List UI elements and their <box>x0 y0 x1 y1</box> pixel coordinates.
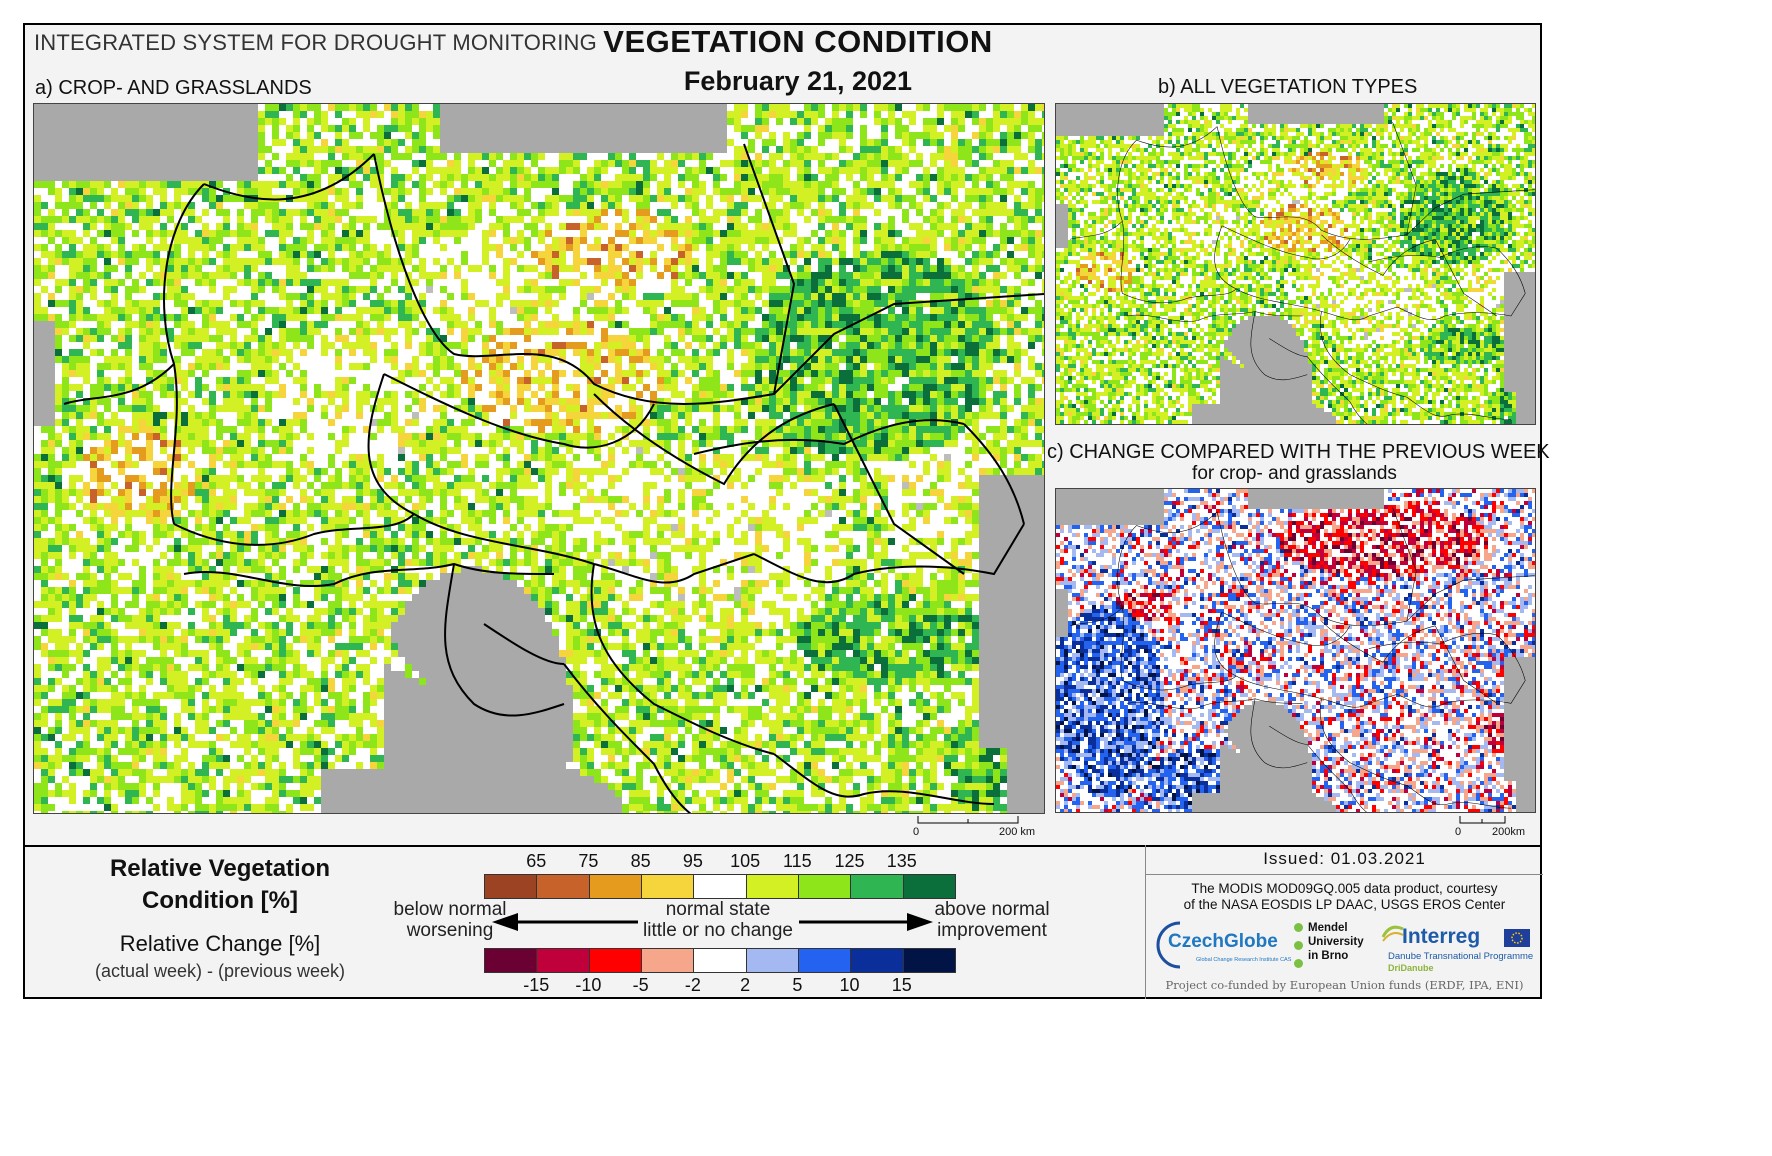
rvc-tick-label: 85 <box>621 851 661 872</box>
rvc-tick-label: 105 <box>725 851 765 872</box>
normal-state-label: normal state little or no change <box>620 899 816 941</box>
rvc-tick-label: 135 <box>882 851 922 872</box>
rc-tick-label: 15 <box>882 975 922 996</box>
rvcBar-segment <box>485 875 538 898</box>
rc-tick-label: 5 <box>777 975 817 996</box>
rvc-tick-label: 115 <box>777 851 817 872</box>
rcBar-segment <box>589 949 642 972</box>
funding-note: Project co-funded by European Union fund… <box>1146 978 1543 992</box>
rvc-tick-label: 75 <box>568 851 608 872</box>
rc-subtitle: (actual week) - (previous week) <box>60 961 380 982</box>
rcBar-segment <box>641 949 695 972</box>
rvcBar-segment <box>903 875 955 898</box>
rc-tick-label: -2 <box>673 975 713 996</box>
rc-tick-label: -10 <box>568 975 608 996</box>
panel-a-map <box>33 103 1045 814</box>
panel-c-label: c) CHANGE COMPARED WITH THE PREVIOUS WEE… <box>1047 441 1550 464</box>
rvc-tick-label: 125 <box>830 851 870 872</box>
panel-b-label: b) ALL VEGETATION TYPES <box>1158 76 1417 99</box>
rc-colorbar <box>484 948 956 973</box>
rvcBar-segment <box>746 875 799 898</box>
legend-divider <box>23 845 1542 847</box>
rcBar-segment <box>485 949 538 972</box>
above-normal-label: above normal improvement <box>920 899 1064 941</box>
rcBar-segment <box>694 949 747 972</box>
rcBar-segment <box>798 949 852 972</box>
panel-b-map <box>1055 103 1536 425</box>
rcBar-segment <box>903 949 955 972</box>
rcBar-segment <box>746 949 799 972</box>
issued-date: Issued: 01.03.2021 <box>1146 849 1543 869</box>
map-date: February 21, 2021 <box>540 66 1056 97</box>
right-arrow-icon <box>799 913 933 931</box>
rcBar-segment <box>851 949 904 972</box>
below-normal-label: below normal worsening <box>380 899 520 941</box>
left-arrow-icon <box>492 913 638 931</box>
rcBar-segment <box>537 949 590 972</box>
interreg-logo: Interreg Danube Transnational Programme … <box>1380 919 1540 975</box>
panel-a-label: a) CROP- AND GRASSLANDS <box>35 77 312 100</box>
panel-c-sublabel: for crop- and grasslands <box>1055 463 1534 485</box>
rc-tick-label: 10 <box>830 975 870 996</box>
rc-tick-label: 2 <box>725 975 765 996</box>
panel-c-map <box>1055 488 1536 813</box>
rvc-tick-label: 95 <box>673 851 713 872</box>
rc-tick-label: -15 <box>516 975 556 996</box>
rvcBar-segment <box>589 875 642 898</box>
rvc-colorbar <box>484 874 956 899</box>
rvc-tick-label: 65 <box>516 851 556 872</box>
rvc-title: Relative Vegetation Condition [%] <box>60 853 380 917</box>
rvcBar-segment <box>641 875 695 898</box>
mendel-logo: Mendel University in Brno <box>1294 921 1374 971</box>
system-name: INTEGRATED SYSTEM FOR DROUGHT MONITORING <box>34 30 597 56</box>
rvcBar-segment <box>798 875 852 898</box>
rvcBar-segment <box>694 875 747 898</box>
rc-tick-label: -5 <box>621 975 661 996</box>
credits-box: Issued: 01.03.2021 The MODIS MOD09GQ.005… <box>1145 845 1543 999</box>
rvcBar-segment <box>537 875 590 898</box>
data-courtesy: The MODIS MOD09GQ.005 data product, cour… <box>1146 881 1543 913</box>
rc-title: Relative Change [%] <box>60 931 380 957</box>
rvcBar-segment <box>851 875 904 898</box>
czechglobe-logo: CzechGlobe Global Change Research Instit… <box>1154 919 1294 971</box>
page-title: VEGETATION CONDITION <box>540 24 1056 60</box>
